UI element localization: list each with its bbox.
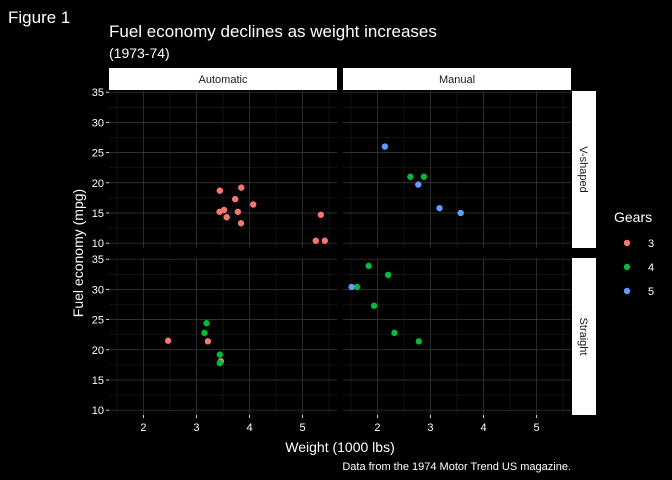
- y-tick-label: 15: [92, 208, 104, 220]
- data-point: [216, 359, 224, 367]
- facet-strip-label: V-shaped: [577, 146, 589, 192]
- data-point: [216, 208, 223, 215]
- facet-strip-manual: [343, 68, 571, 90]
- data-point: [312, 237, 319, 244]
- data-point: [234, 208, 242, 215]
- y-tick-label: 10: [92, 405, 104, 417]
- x-tick-label: 2: [140, 422, 146, 434]
- chart-title: Fuel economy declines as weight increase…: [109, 22, 437, 41]
- chart-subtitle: (1973-74): [109, 45, 170, 61]
- data-point: [203, 320, 210, 327]
- x-tick-label: 4: [480, 422, 486, 434]
- panel-automatic-straight: 10 15 20 25 30 35 2 3 4 5: [92, 254, 337, 434]
- data-point: [231, 195, 239, 203]
- x-axis-label: Weight (1000 lbs): [285, 439, 394, 455]
- y-axis-label: Fuel economy (mpg): [70, 189, 86, 317]
- data-point: [216, 187, 224, 194]
- data-point: [164, 337, 172, 344]
- data-point: [321, 237, 329, 244]
- facet-strip-automatic: [109, 68, 337, 90]
- data-point: [317, 211, 325, 218]
- data-point: [415, 338, 423, 345]
- data-point: [384, 271, 392, 279]
- facet-strip-label: Straight: [577, 318, 589, 356]
- legend: 3 4 5: [623, 238, 654, 298]
- data-point: [238, 184, 245, 191]
- chart-caption: Data from the 1974 Motor Trend US magazi…: [342, 461, 571, 473]
- y-tick-label: 25: [92, 315, 104, 327]
- panel-manual-v-shaped: [343, 91, 571, 248]
- facet-strip-label: Automatic: [199, 74, 248, 86]
- x-tick-label: 5: [299, 422, 305, 434]
- x-tick-label: 3: [193, 422, 199, 434]
- y-tick-label: 25: [92, 148, 104, 160]
- y-tick-label: 30: [92, 284, 104, 296]
- legend-title: Gears: [614, 209, 652, 225]
- data-point: [381, 143, 389, 150]
- data-point: [223, 214, 230, 221]
- x-tick-label: 3: [427, 422, 433, 434]
- facet-strip-label: Manual: [439, 74, 475, 86]
- legend-swatch: [623, 263, 631, 271]
- legend-label: 4: [648, 262, 654, 274]
- data-point: [250, 201, 257, 208]
- panel-automatic-v-shaped: 10 15 20 25 30 35: [92, 87, 337, 250]
- facet-strip-v-shaped: [572, 91, 596, 248]
- data-point: [201, 329, 208, 337]
- data-point: [391, 329, 398, 337]
- y-tick-label: 10: [92, 238, 104, 250]
- legend-swatch: [623, 287, 631, 295]
- legend-swatch: [623, 239, 631, 247]
- x-tick-label: 5: [533, 422, 539, 434]
- legend-label: 3: [648, 238, 654, 250]
- data-point: [407, 173, 414, 180]
- data-point: [436, 204, 443, 212]
- data-point: [365, 262, 372, 270]
- x-tick-label: 4: [246, 422, 252, 434]
- y-tick-label: 15: [92, 375, 104, 387]
- data-point: [237, 220, 245, 227]
- y-tick-label: 20: [92, 178, 104, 190]
- data-point: [420, 173, 428, 180]
- data-point: [204, 338, 212, 345]
- data-point: [457, 209, 464, 217]
- figure-label: Figure 1: [8, 8, 70, 27]
- data-point: [348, 283, 355, 291]
- y-tick-label: 30: [92, 117, 104, 129]
- y-tick-label: 35: [92, 87, 104, 99]
- panel-manual-straight: 2 3 4 5: [343, 258, 571, 434]
- data-point: [415, 181, 422, 188]
- y-tick-label: 35: [92, 254, 104, 266]
- legend-label: 5: [648, 286, 654, 298]
- data-point: [353, 283, 361, 291]
- facet-strip-straight: [572, 258, 596, 415]
- x-tick-label: 2: [374, 422, 380, 434]
- data-point: [370, 302, 378, 309]
- panel-group: 10 15 20 25 30 35 10 15 20 25 30 35 2 3 4 5 2 3 4 5: [92, 87, 571, 434]
- data-point: [216, 351, 224, 358]
- y-tick-label: 20: [92, 345, 104, 357]
